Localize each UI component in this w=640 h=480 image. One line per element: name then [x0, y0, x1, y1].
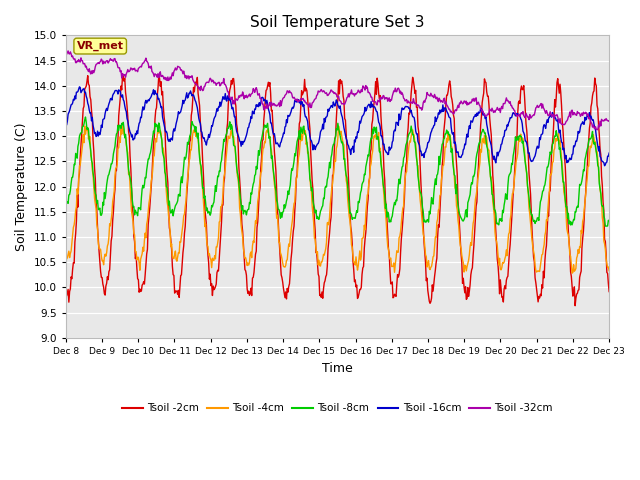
Legend: Tsoil -2cm, Tsoil -4cm, Tsoil -8cm, Tsoil -16cm, Tsoil -32cm: Tsoil -2cm, Tsoil -4cm, Tsoil -8cm, Tsoi… [118, 399, 557, 418]
Y-axis label: Soil Temperature (C): Soil Temperature (C) [15, 122, 28, 251]
Title: Soil Temperature Set 3: Soil Temperature Set 3 [250, 15, 425, 30]
X-axis label: Time: Time [322, 361, 353, 374]
Text: VR_met: VR_met [77, 41, 124, 51]
